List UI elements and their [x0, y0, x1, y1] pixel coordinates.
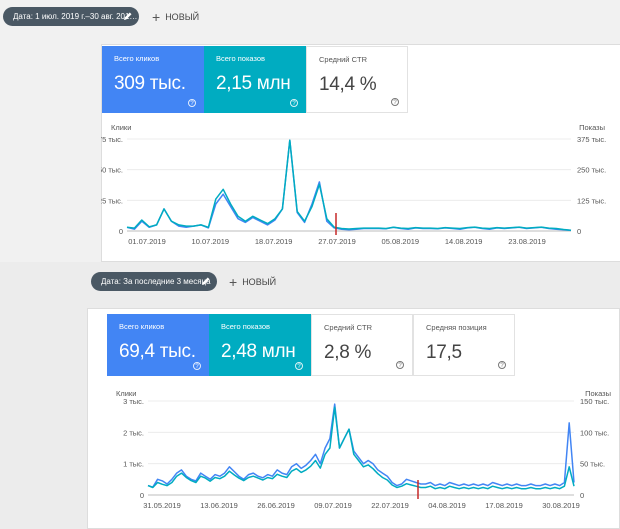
series-line-clicks: [126, 139, 572, 232]
pencil-icon[interactable]: [201, 276, 211, 286]
metric-label: Всего кликов: [114, 54, 160, 63]
y-right-tick: 0: [580, 491, 584, 500]
series-line-impressions: [147, 406, 575, 490]
date-filter-label: Дата: 1 июл. 2019 г.–30 авг. 201…: [13, 12, 138, 21]
x-tick: 14.08.2019: [445, 237, 483, 246]
x-tick: 01.07.2019: [128, 237, 166, 246]
metric-card-clicks[interactable]: Всего кликов 69,4 тыс. ?: [107, 314, 209, 376]
metric-label: Средний CTR: [324, 323, 372, 332]
right-axis-title: Показы: [585, 389, 611, 398]
performance-chart-1: Клики Показы 75 тыс. 50 тыс. 25 тыс. 0 375 т…: [101, 123, 606, 246]
y-right-tick: 125 тыс.: [577, 196, 606, 205]
y-right-tick: 150 тыс.: [580, 397, 609, 406]
x-tick: 09.07.2019: [314, 501, 352, 510]
metric-value: 309 тыс.: [114, 73, 186, 94]
metric-value: 2,8 %: [324, 342, 372, 363]
help-icon[interactable]: ?: [498, 361, 506, 369]
new-filter-label: НОВЫЙ: [165, 12, 200, 22]
metric-label: Всего показов: [221, 322, 271, 331]
x-tick: 22.07.2019: [371, 501, 409, 510]
help-icon[interactable]: ?: [391, 98, 399, 106]
x-tick: 05.08.2019: [382, 237, 420, 246]
help-icon[interactable]: ?: [295, 362, 303, 370]
metric-card-ctr[interactable]: Средний CTR 2,8 % ?: [311, 314, 413, 376]
help-icon[interactable]: ?: [290, 99, 298, 107]
metric-card-impressions[interactable]: Всего показов 2,48 млн ?: [209, 314, 311, 376]
performance-chart-2: Клики Показы 3 тыс. 2 тыс. 1 тыс. 0 150 тыс.…: [116, 389, 611, 510]
x-tick: 13.06.2019: [200, 501, 238, 510]
y-right-tick: 250 тыс.: [577, 166, 606, 175]
left-axis-title: Клики: [111, 123, 131, 132]
date-filter-chip[interactable]: Дата: 1 июл. 2019 г.–30 авг. 201…: [3, 7, 139, 26]
performance-panel: Всего кликов 69,4 тыс. ? Всего показов 2…: [87, 308, 620, 529]
metric-label: Средний CTR: [319, 55, 367, 64]
right-axis-title: Показы: [579, 123, 605, 132]
new-filter-label: НОВЫЙ: [242, 277, 277, 287]
y-left-tick: 50 тыс.: [101, 166, 123, 175]
metric-card-impressions[interactable]: Всего показов 2,15 млн ?: [204, 46, 306, 113]
y-left-tick: 2 тыс.: [123, 428, 144, 437]
screen-2: Дата: За последние 3 месяца + НОВЫЙ Всего…: [0, 262, 620, 529]
x-tick: 04.08.2019: [428, 501, 466, 510]
help-icon[interactable]: ?: [396, 361, 404, 369]
metric-label: Всего показов: [216, 54, 266, 63]
new-filter-button[interactable]: + НОВЫЙ: [229, 274, 276, 290]
y-right-tick: 50 тыс.: [580, 460, 605, 469]
metric-value: 14,4 %: [319, 74, 377, 95]
y-left-tick: 3 тыс.: [123, 397, 144, 406]
x-tick: 31.05.2019: [143, 501, 181, 510]
pencil-icon[interactable]: [123, 11, 133, 21]
x-tick: 18.07.2019: [255, 237, 293, 246]
left-axis-title: Клики: [116, 389, 136, 398]
metric-value: 69,4 тыс.: [119, 341, 196, 362]
y-right-tick: 100 тыс.: [580, 428, 609, 437]
y-left-tick: 75 тыс.: [101, 135, 123, 144]
x-tick: 26.06.2019: [257, 501, 295, 510]
metric-label: Средняя позиция: [426, 323, 487, 332]
metric-value: 17,5: [426, 342, 462, 363]
x-tick: 17.08.2019: [485, 501, 523, 510]
x-tick: 23.08.2019: [508, 237, 546, 246]
y-left-tick: 0: [140, 491, 144, 500]
y-left-tick: 0: [119, 227, 123, 236]
date-filter-chip[interactable]: Дата: За последние 3 месяца: [91, 272, 217, 291]
metric-card-clicks[interactable]: Всего кликов 309 тыс. ?: [102, 46, 204, 113]
date-filter-label: Дата: За последние 3 месяца: [101, 277, 211, 286]
metric-card-position[interactable]: Средняя позиция 17,5 ?: [413, 314, 515, 376]
x-tick: 27.07.2019: [318, 237, 356, 246]
x-tick: 30.08.2019: [542, 501, 580, 510]
plus-icon: +: [152, 9, 161, 25]
help-icon[interactable]: ?: [188, 99, 196, 107]
metric-value: 2,48 млн: [221, 341, 296, 362]
y-left-tick: 1 тыс.: [123, 460, 144, 469]
help-icon[interactable]: ?: [193, 362, 201, 370]
series-line-impressions: [126, 139, 572, 232]
x-tick: 10.07.2019: [192, 237, 230, 246]
series-line-clicks: [147, 403, 575, 488]
metric-value: 2,15 млн: [216, 73, 291, 94]
plus-icon: +: [229, 274, 238, 290]
y-left-tick: 25 тыс.: [101, 196, 123, 205]
metric-label: Всего кликов: [119, 322, 165, 331]
metric-card-ctr[interactable]: Средний CTR 14,4 % ?: [306, 46, 408, 113]
new-filter-button[interactable]: + НОВЫЙ: [152, 9, 199, 25]
y-right-tick: 0: [577, 227, 581, 236]
y-right-tick: 375 тыс.: [577, 135, 606, 144]
screen-1: Дата: 1 июл. 2019 г.–30 авг. 201… + НОВЫЙ…: [0, 0, 620, 262]
